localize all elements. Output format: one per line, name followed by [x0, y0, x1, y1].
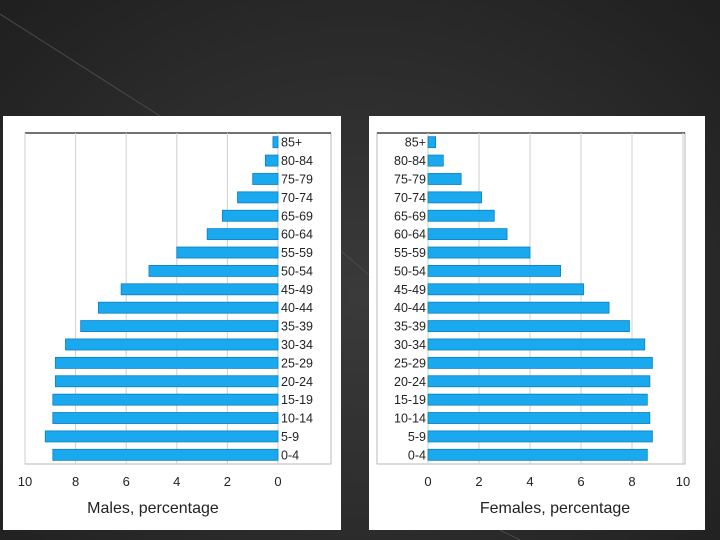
bar-15-19	[52, 393, 279, 406]
age-group-label: 60-64	[281, 228, 313, 242]
x-tick-label: 4	[526, 474, 533, 489]
age-group-label: 85+	[405, 136, 426, 150]
bar-30-34	[427, 338, 646, 351]
bar-35-39	[80, 320, 279, 332]
x-tick-label: 10	[18, 474, 32, 489]
age-group-label: 80-84	[394, 154, 426, 168]
age-group-label: 15-19	[394, 393, 426, 407]
bar-5-9	[44, 430, 279, 443]
age-group-label: 65-69	[281, 209, 313, 223]
bar-55-59	[176, 246, 279, 259]
x-tick-label: 2	[475, 474, 482, 489]
bar-35-39	[427, 320, 630, 332]
bar-20-24	[427, 375, 651, 388]
age-group-label: 60-64	[394, 228, 426, 242]
males-chart: 0 2 4 6 8 10 85+ 80-84 75-79 70-74 65-69 60-64 55-59…	[18, 132, 332, 489]
x-tick-label: 6	[123, 474, 130, 489]
age-group-label: 25-29	[281, 356, 313, 370]
x-tick-label: 8	[72, 474, 79, 489]
x-tick-label: 0	[424, 474, 431, 489]
bar-65-69	[427, 209, 495, 222]
bar-40-44	[97, 301, 279, 314]
age-group-label: 85+	[281, 136, 302, 150]
bar-15-19	[427, 393, 648, 406]
bar-80-84	[264, 154, 279, 167]
age-group-label: 15-19	[281, 393, 313, 407]
bar-40-44	[427, 301, 610, 314]
age-group-label: 50-54	[281, 264, 313, 278]
age-group-label: 35-39	[281, 320, 313, 334]
bar-75-79	[427, 173, 462, 185]
males-x-axis-label: Males, percentage	[87, 500, 219, 517]
age-group-label: 55-59	[281, 246, 313, 260]
bar-45-49	[427, 283, 584, 296]
bar-60-64	[206, 228, 279, 241]
age-group-label: 65-69	[394, 209, 426, 223]
bar-50-54	[427, 264, 562, 277]
females-chart: 0 2 4 6 8 10 85+ 80-84 75-79 70-74 65-69 60-64 55-59…	[376, 132, 690, 489]
age-group-label: 45-49	[394, 283, 426, 297]
x-tick-label: 8	[628, 474, 635, 489]
age-group-label: 5-9	[281, 430, 299, 444]
x-tick-label: 4	[173, 474, 180, 489]
age-group-label: 10-14	[281, 412, 313, 426]
age-group-label: 30-34	[394, 338, 426, 352]
bar-85+	[272, 136, 279, 149]
bar-75-79	[252, 173, 279, 185]
bar-60-64	[427, 228, 508, 241]
bar-10-14	[427, 412, 651, 424]
age-group-label: 70-74	[281, 191, 313, 205]
age-group-label: 40-44	[394, 301, 426, 315]
bar-85+	[427, 136, 437, 149]
age-group-label: 45-49	[281, 283, 313, 297]
age-group-label: 35-39	[394, 320, 426, 334]
age-group-label: 5-9	[408, 430, 426, 444]
bar-80-84	[427, 154, 444, 167]
bar-30-34	[65, 338, 279, 351]
age-group-label: 55-59	[394, 246, 426, 260]
age-group-label: 40-44	[281, 301, 313, 315]
females-pyramid-panel: 0 2 4 6 8 10 85+ 80-84 75-79 70-74 65-69 60-64 55-59…	[369, 116, 705, 530]
age-group-label: 70-74	[394, 191, 426, 205]
bar-70-74	[427, 191, 482, 204]
bar-65-69	[221, 209, 279, 222]
females-x-axis-label: Females, percentage	[479, 500, 631, 517]
age-group-label: 30-34	[281, 338, 313, 352]
x-tick-label: 10	[676, 474, 690, 489]
age-group-label: 0-4	[408, 448, 426, 462]
age-group-label: 20-24	[281, 375, 313, 389]
bar-25-29	[427, 356, 653, 369]
bar-50-54	[148, 264, 279, 277]
age-group-label: 75-79	[394, 172, 426, 186]
bar-20-24	[54, 375, 279, 388]
bar-55-59	[427, 246, 531, 259]
age-group-label: 80-84	[281, 154, 313, 168]
bar-70-74	[237, 191, 279, 204]
x-tick-label: 2	[224, 474, 231, 489]
bar-45-49	[120, 283, 279, 296]
bar-5-9	[427, 430, 653, 443]
bar-10-14	[52, 412, 279, 424]
age-group-label: 25-29	[394, 356, 426, 370]
age-group-label: 0-4	[281, 448, 299, 462]
age-group-label: 10-14	[394, 412, 426, 426]
age-group-label: 20-24	[394, 375, 426, 389]
age-group-label: 75-79	[281, 172, 313, 186]
bar-25-29	[54, 356, 279, 369]
bar-0-4	[427, 448, 648, 461]
males-pyramid-panel: 0 2 4 6 8 10 85+ 80-84 75-79 70-74 65-69 60-64 55-59…	[3, 116, 341, 530]
x-tick-label: 0	[274, 474, 281, 489]
x-tick-label: 6	[577, 474, 584, 489]
bar-0-4	[52, 448, 279, 461]
age-group-label: 50-54	[394, 264, 426, 278]
